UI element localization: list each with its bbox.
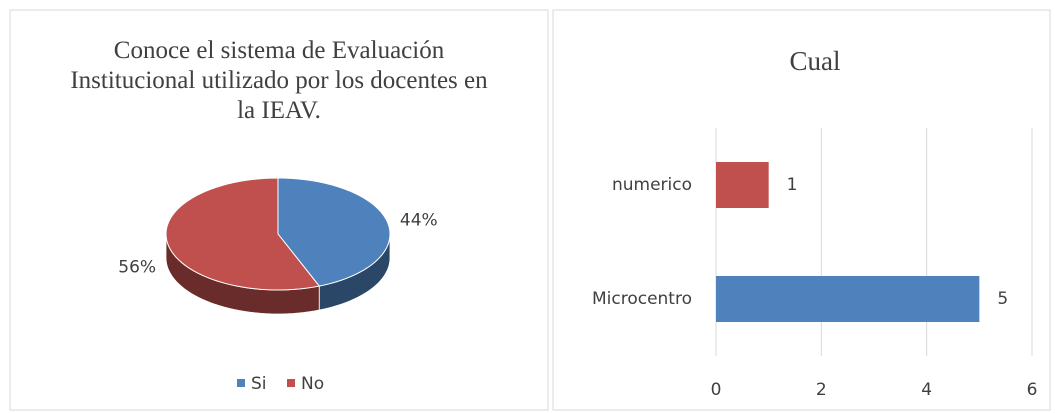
x-tick-label: 6: [1027, 380, 1038, 400]
right-panel: [552, 9, 1051, 411]
x-tick-label: 0: [711, 380, 722, 400]
legend-marker: [237, 379, 245, 387]
data-label: 1: [787, 175, 798, 195]
y-tick-label: numerico: [612, 175, 692, 195]
bar: [716, 276, 980, 322]
bar-title: Cual: [789, 46, 841, 76]
pie-slice: [165, 177, 321, 291]
legend-marker: [287, 379, 295, 387]
legend-label: No: [301, 374, 324, 394]
pie-title: Conoce el sistema de Evaluación Instituc…: [70, 37, 488, 124]
x-tick-label: 2: [816, 380, 827, 400]
data-label: 56%: [118, 258, 156, 278]
data-label: 5: [997, 289, 1008, 309]
x-tick-label: 4: [921, 380, 932, 400]
pie-slice: [277, 177, 391, 287]
data-label: 44%: [400, 210, 438, 230]
legend-label: Si: [251, 374, 267, 394]
y-tick-label: Microcentro: [592, 289, 692, 309]
bar: [716, 162, 769, 208]
